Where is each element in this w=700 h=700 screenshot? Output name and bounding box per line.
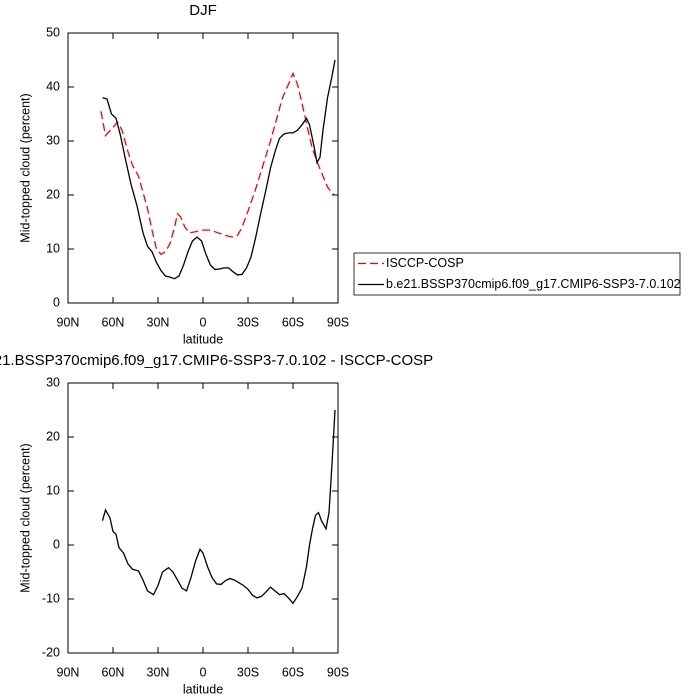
x-tick-label: 30S [237,315,259,329]
y-tick-label: -10 [42,591,60,605]
x-tick-label: 60S [282,665,304,679]
x-tick-label: 90N [57,665,80,679]
x-tick-label: 0 [200,665,207,679]
y-tick-label: 0 [53,295,60,309]
x-tick-label: 30N [147,665,170,679]
chart-title: DJF [189,2,217,19]
y-tick-label: 10 [46,483,60,497]
x-tick-label: 90N [57,315,80,329]
x-tick-label: 90S [327,665,349,679]
y-tick-label: 20 [46,187,60,201]
y-tick-label: 40 [46,79,60,93]
y-tick-label: -20 [42,645,60,659]
y-tick-label: 10 [46,241,60,255]
x-tick-label: 0 [200,315,207,329]
series-line [102,59,336,280]
x-tick-label: 30S [237,665,259,679]
x-tick-label: 30N [147,315,170,329]
legend-label: ISCCP-COSP [386,256,464,270]
x-axis-label: latitude [183,682,223,696]
y-tick-label: 50 [46,25,60,39]
x-tick-label: 90S [327,315,349,329]
plot-frame [67,382,339,654]
y-tick-label: 20 [46,429,60,443]
series-line [100,71,336,256]
series-line [101,409,336,605]
x-tick-label: 60N [102,315,125,329]
y-axis-label: Mid-topped cloud (percent) [18,93,32,242]
y-tick-label: 0 [53,537,60,551]
x-axis-label: latitude [183,332,223,346]
y-axis-label: Mid-topped cloud (percent) [18,443,32,592]
x-tick-label: 60S [282,315,304,329]
legend-box [353,252,681,296]
y-tick-label: 30 [46,375,60,389]
chart-title: b.e21.BSSP370cmip6.f09_g17.CMIP6-SSP3-7.… [0,352,433,369]
y-tick-label: 30 [46,133,60,147]
plot-frame [67,32,339,304]
legend-label: b.e21.BSSP370cmip6.f09_g17.CMIP6-SSP3-7.… [386,277,681,291]
x-tick-label: 60N [102,665,125,679]
